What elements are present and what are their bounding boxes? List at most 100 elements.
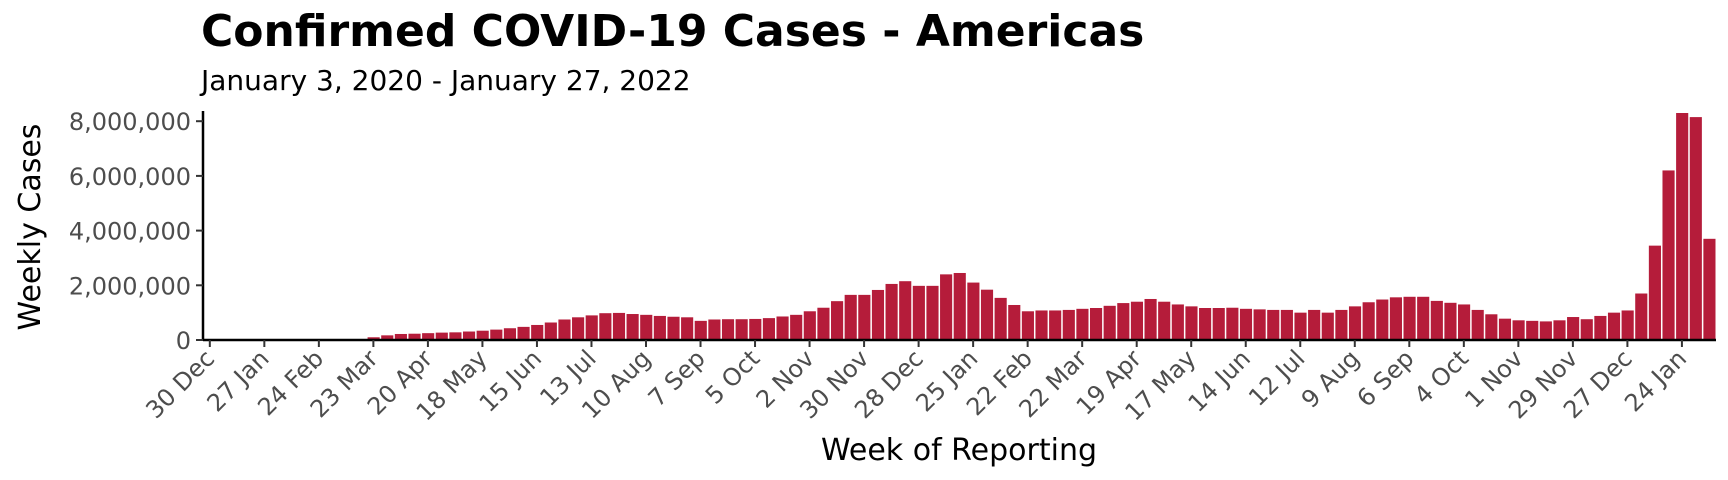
bar [476, 330, 489, 340]
bar [517, 326, 530, 340]
bar [899, 281, 912, 340]
bar [1008, 304, 1021, 340]
bar [1417, 296, 1430, 340]
bar [817, 307, 830, 340]
chart-title: Confirmed COVID-19 Cases - Americas [201, 6, 1145, 57]
bar [435, 332, 448, 340]
bar [694, 320, 707, 340]
bar [1648, 245, 1661, 340]
bar [871, 289, 885, 340]
bar [381, 335, 394, 340]
bar [1199, 308, 1212, 340]
bar [1621, 310, 1634, 340]
bar [1580, 319, 1593, 340]
bar [612, 312, 626, 340]
x-tick-label: 14 Jun [1183, 344, 1256, 417]
bar [1703, 238, 1716, 340]
x-axis-title: Week of Reporting [821, 433, 1097, 468]
y-tick-label: 2,000,000 [69, 272, 191, 300]
bar [544, 322, 557, 340]
x-tick-label: 5 Oct [700, 344, 765, 409]
bar [490, 329, 503, 340]
bar [1308, 309, 1321, 340]
x-tick-label: 15 Jun [474, 344, 547, 417]
bar [1321, 312, 1334, 340]
bar [1444, 302, 1457, 340]
bar [1089, 308, 1103, 340]
bar [640, 314, 653, 340]
bar [940, 274, 953, 340]
bar [1294, 312, 1307, 340]
bar [1553, 320, 1566, 340]
bar [1512, 320, 1525, 340]
bar [1471, 309, 1484, 340]
bar [994, 297, 1007, 340]
bar [790, 314, 803, 340]
bar [462, 331, 476, 340]
bar [1335, 309, 1348, 340]
bar [422, 333, 435, 340]
y-axis-title: Weekly Cases [13, 124, 48, 331]
bar [1144, 298, 1157, 340]
bar [667, 316, 680, 340]
bar [572, 317, 585, 340]
bar [1403, 296, 1416, 340]
bar [1485, 314, 1498, 340]
bar [803, 311, 816, 340]
bar [1676, 113, 1689, 340]
bar [926, 285, 939, 340]
bar [762, 318, 775, 340]
bar [1430, 300, 1443, 340]
x-tick-label: 6 Sep [1352, 344, 1420, 412]
bar [1498, 318, 1512, 340]
x-tick-label: 4 Oct [1409, 344, 1474, 409]
bar [558, 319, 571, 340]
bar [531, 324, 544, 340]
bar [1689, 117, 1702, 340]
bar [708, 319, 721, 340]
y-tick-label: 0 [176, 327, 191, 355]
bar [1021, 311, 1034, 340]
x-tick-label: 24 Jan [1619, 344, 1692, 417]
bar [1103, 305, 1116, 340]
bar [980, 289, 994, 340]
bar [721, 319, 735, 340]
bar [585, 315, 598, 340]
bar [1226, 307, 1239, 340]
bar [1526, 320, 1539, 340]
bar [1362, 302, 1375, 340]
bar [831, 301, 844, 340]
y-tick-label: 6,000,000 [69, 163, 191, 191]
bar [1171, 304, 1184, 340]
bar [1212, 308, 1225, 340]
bar [626, 314, 639, 340]
bar [1239, 308, 1253, 340]
x-tick-label: 7 Sep [643, 344, 711, 412]
bar [1035, 310, 1048, 340]
bar [1049, 310, 1062, 340]
bar [449, 332, 462, 340]
bar [858, 294, 871, 340]
bar [1253, 309, 1266, 340]
x-tick-label: 12 Jul [1243, 344, 1310, 411]
bar [1458, 304, 1471, 340]
x-tick-label: 9 Aug [1296, 344, 1365, 413]
bar [599, 313, 612, 340]
bar [681, 317, 694, 340]
chart-subtitle: January 3, 2020 - January 27, 2022 [201, 64, 691, 97]
bar [776, 316, 789, 340]
bars-group [367, 113, 1716, 340]
y-axis: 0 2,000,000 4,000,000 6,000,000 8,000,000 [69, 108, 205, 355]
bar [1594, 315, 1607, 340]
bar [1062, 309, 1075, 340]
bar [953, 272, 966, 340]
bar [1607, 312, 1621, 340]
bar [1117, 303, 1130, 340]
bar [735, 319, 748, 340]
bar [1635, 293, 1648, 340]
y-tick-label: 4,000,000 [69, 218, 191, 246]
bar [1539, 321, 1552, 340]
bar [749, 318, 762, 340]
